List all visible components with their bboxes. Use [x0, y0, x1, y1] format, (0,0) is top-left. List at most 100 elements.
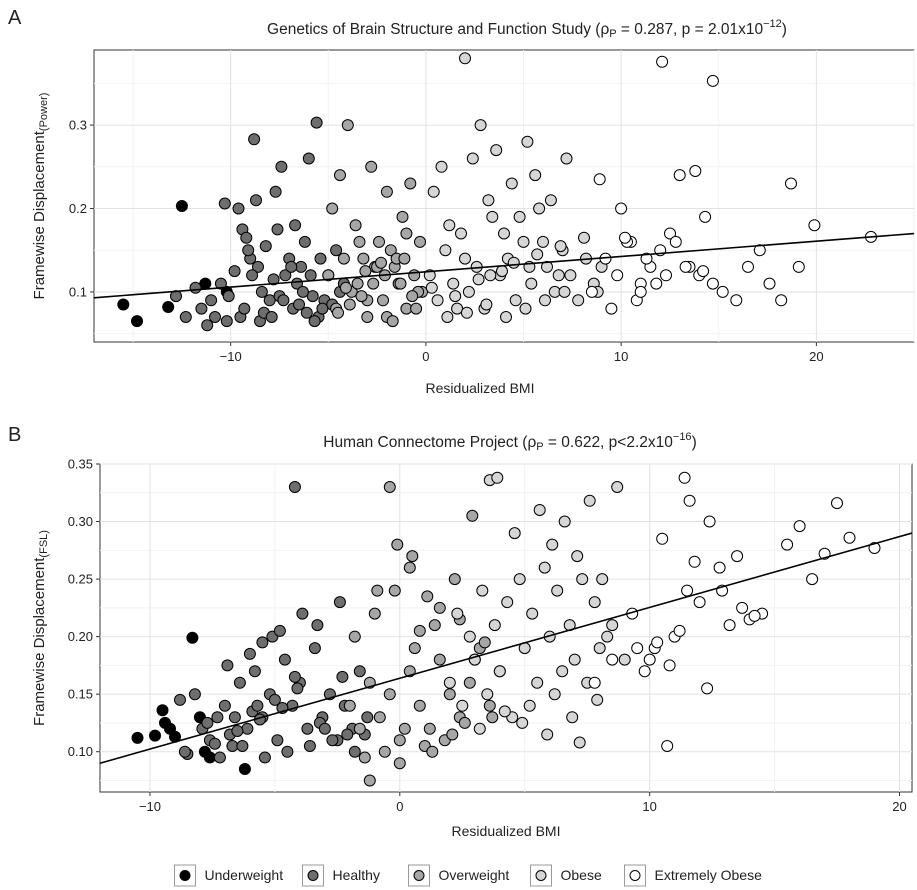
panel-b-point-obese: [516, 716, 529, 729]
panel-a-point-overweight: [361, 311, 374, 323]
panel-b-point-extremely-obese: [631, 642, 644, 655]
panel-a-point-obese: [500, 311, 512, 323]
panel-a-point-extremely-obese: [669, 235, 682, 248]
panel-b-point-obese: [481, 688, 494, 701]
panel-b-point-healthy: [296, 607, 309, 620]
panel-b-point-healthy: [308, 642, 321, 655]
panel-b-point-underweight: [149, 729, 161, 742]
panel-b-point-obese: [473, 722, 486, 735]
panel-b-point-extremely-obese: [606, 653, 619, 666]
panel-a-point-extremely-obese: [640, 252, 653, 265]
panel-b-point-healthy: [318, 722, 331, 735]
panel-a-point-healthy: [195, 302, 208, 315]
panel-b-point-obese: [451, 607, 464, 620]
panel-a-point-extremely-obese: [615, 202, 628, 215]
panel-b-x-tick-label: 0: [396, 799, 403, 814]
panel-b-point-extremely-obese: [703, 515, 716, 528]
panel-b-point-healthy: [178, 745, 191, 758]
panel-b-point-obese: [533, 504, 546, 516]
panel-b-point-extremely-obese: [673, 624, 686, 637]
panel-b-point-extremely-obese: [661, 740, 674, 752]
panel-b-point-healthy: [228, 711, 241, 724]
panel-b-point-extremely-obese: [701, 682, 714, 695]
panel-a-point-healthy: [285, 260, 298, 273]
panel-a-point-healthy: [269, 185, 282, 198]
panel-b-letter: B: [8, 424, 21, 446]
panel-a-point-extremely-obese: [611, 269, 624, 282]
panel-b-point-extremely-obese: [638, 665, 651, 678]
panel-b-point-obese: [526, 607, 539, 620]
panel-a-point-obese: [427, 185, 440, 198]
panel-b-point-obese: [476, 584, 489, 597]
panel-a-point-obese: [513, 210, 526, 223]
panel-b-point-overweight: [373, 711, 386, 724]
panel-b-point-underweight: [156, 704, 169, 717]
panel-b-point-extremely-obese: [806, 573, 819, 586]
panel-a-point-obese: [462, 285, 475, 298]
panel-a-point-overweight: [343, 298, 356, 311]
panel-a-point-healthy: [308, 315, 321, 328]
panel-a-point-overweight: [353, 235, 366, 248]
panel-a-ticks: −10 0 10 20 0.1 0.2 0.3: [69, 118, 824, 364]
panel-a-point-obese: [578, 231, 590, 244]
panel-a-regression-line: [93, 232, 915, 299]
panel-b-point-overweight: [393, 734, 406, 747]
panel-a-y-tick-label: 0.3: [69, 118, 87, 133]
panel-a-point-healthy: [248, 133, 261, 146]
panel-b-point-healthy: [211, 711, 224, 724]
panel-b-point-obese: [493, 665, 506, 678]
panel-a-point-overweight: [326, 202, 339, 215]
panel-b-x-tick-label: 10: [642, 799, 656, 814]
panel-a-point-obese: [529, 169, 542, 182]
panel-a-point-extremely-obese: [742, 260, 754, 273]
panel-a-point-obese: [498, 227, 510, 240]
panel-a-point-extremely-obese: [634, 285, 647, 298]
panel-b-point-healthy: [188, 688, 201, 701]
panel-a-point-extremely-obese: [593, 173, 606, 186]
panel-b-point-overweight: [363, 774, 376, 787]
panel-a-point-healthy: [267, 273, 280, 286]
panel-a-point-extremely-obese: [808, 219, 821, 232]
panel-b-point-overweight: [466, 509, 479, 522]
panel-a-point-healthy: [238, 302, 251, 315]
panel-a-point-healthy: [300, 306, 313, 319]
panel-b-point-healthy: [258, 751, 271, 764]
panel-b-point-overweight: [353, 722, 366, 735]
panel-a-point-obese: [564, 269, 577, 282]
panel-a-point-obese: [560, 152, 573, 165]
panel-a-point-overweight: [365, 160, 378, 173]
panel-a-point-obese: [539, 294, 551, 307]
panel-a-point-healthy: [242, 244, 255, 257]
panel-b-point-obese: [508, 527, 521, 540]
panel-a-point-healthy: [255, 285, 268, 298]
panel-b-point-obese: [551, 584, 564, 597]
panel-b-point-extremely-obese: [793, 520, 806, 533]
panel-a-point-obese: [443, 219, 456, 232]
panel-a-point-healthy: [306, 290, 319, 303]
panel-a-point-healthy: [277, 294, 290, 307]
panel-a-point-healthy: [232, 202, 245, 215]
panel-b-point-obese: [576, 573, 589, 586]
panel-b-point-obese: [566, 711, 579, 724]
panel-b-point-healthy: [233, 676, 246, 689]
panel-b-point-healthy: [243, 647, 256, 660]
panel-b-point-extremely-obese: [831, 497, 843, 510]
panel-b-point-healthy: [311, 619, 324, 632]
panel-b-x-axis-label: Residualized BMI: [452, 823, 561, 839]
panel-b-plot-background: [99, 463, 913, 793]
panel-a-point-healthy: [291, 277, 303, 290]
panel-a-point-overweight: [394, 277, 407, 290]
legend-swatch-obese: [535, 870, 547, 881]
panel-b-point-overweight: [443, 688, 456, 701]
panel-b-point-healthy: [278, 653, 291, 666]
panel-a-point-overweight: [386, 315, 399, 328]
panel-a-x-tick-label: 20: [809, 349, 823, 364]
panel-b-point-healthy: [226, 740, 239, 752]
panel-a-point-obese: [552, 269, 565, 282]
panel-b-point-healthy: [273, 624, 286, 637]
panel-a-point-overweight: [349, 219, 362, 232]
panel-a-point-overweight: [351, 277, 364, 290]
panel-b-point-obese: [501, 596, 514, 609]
panel-b-title: Human Connectome Project (ρP = 0.622, p<…: [323, 431, 696, 453]
panel-b-point-extremely-obese: [656, 532, 669, 545]
